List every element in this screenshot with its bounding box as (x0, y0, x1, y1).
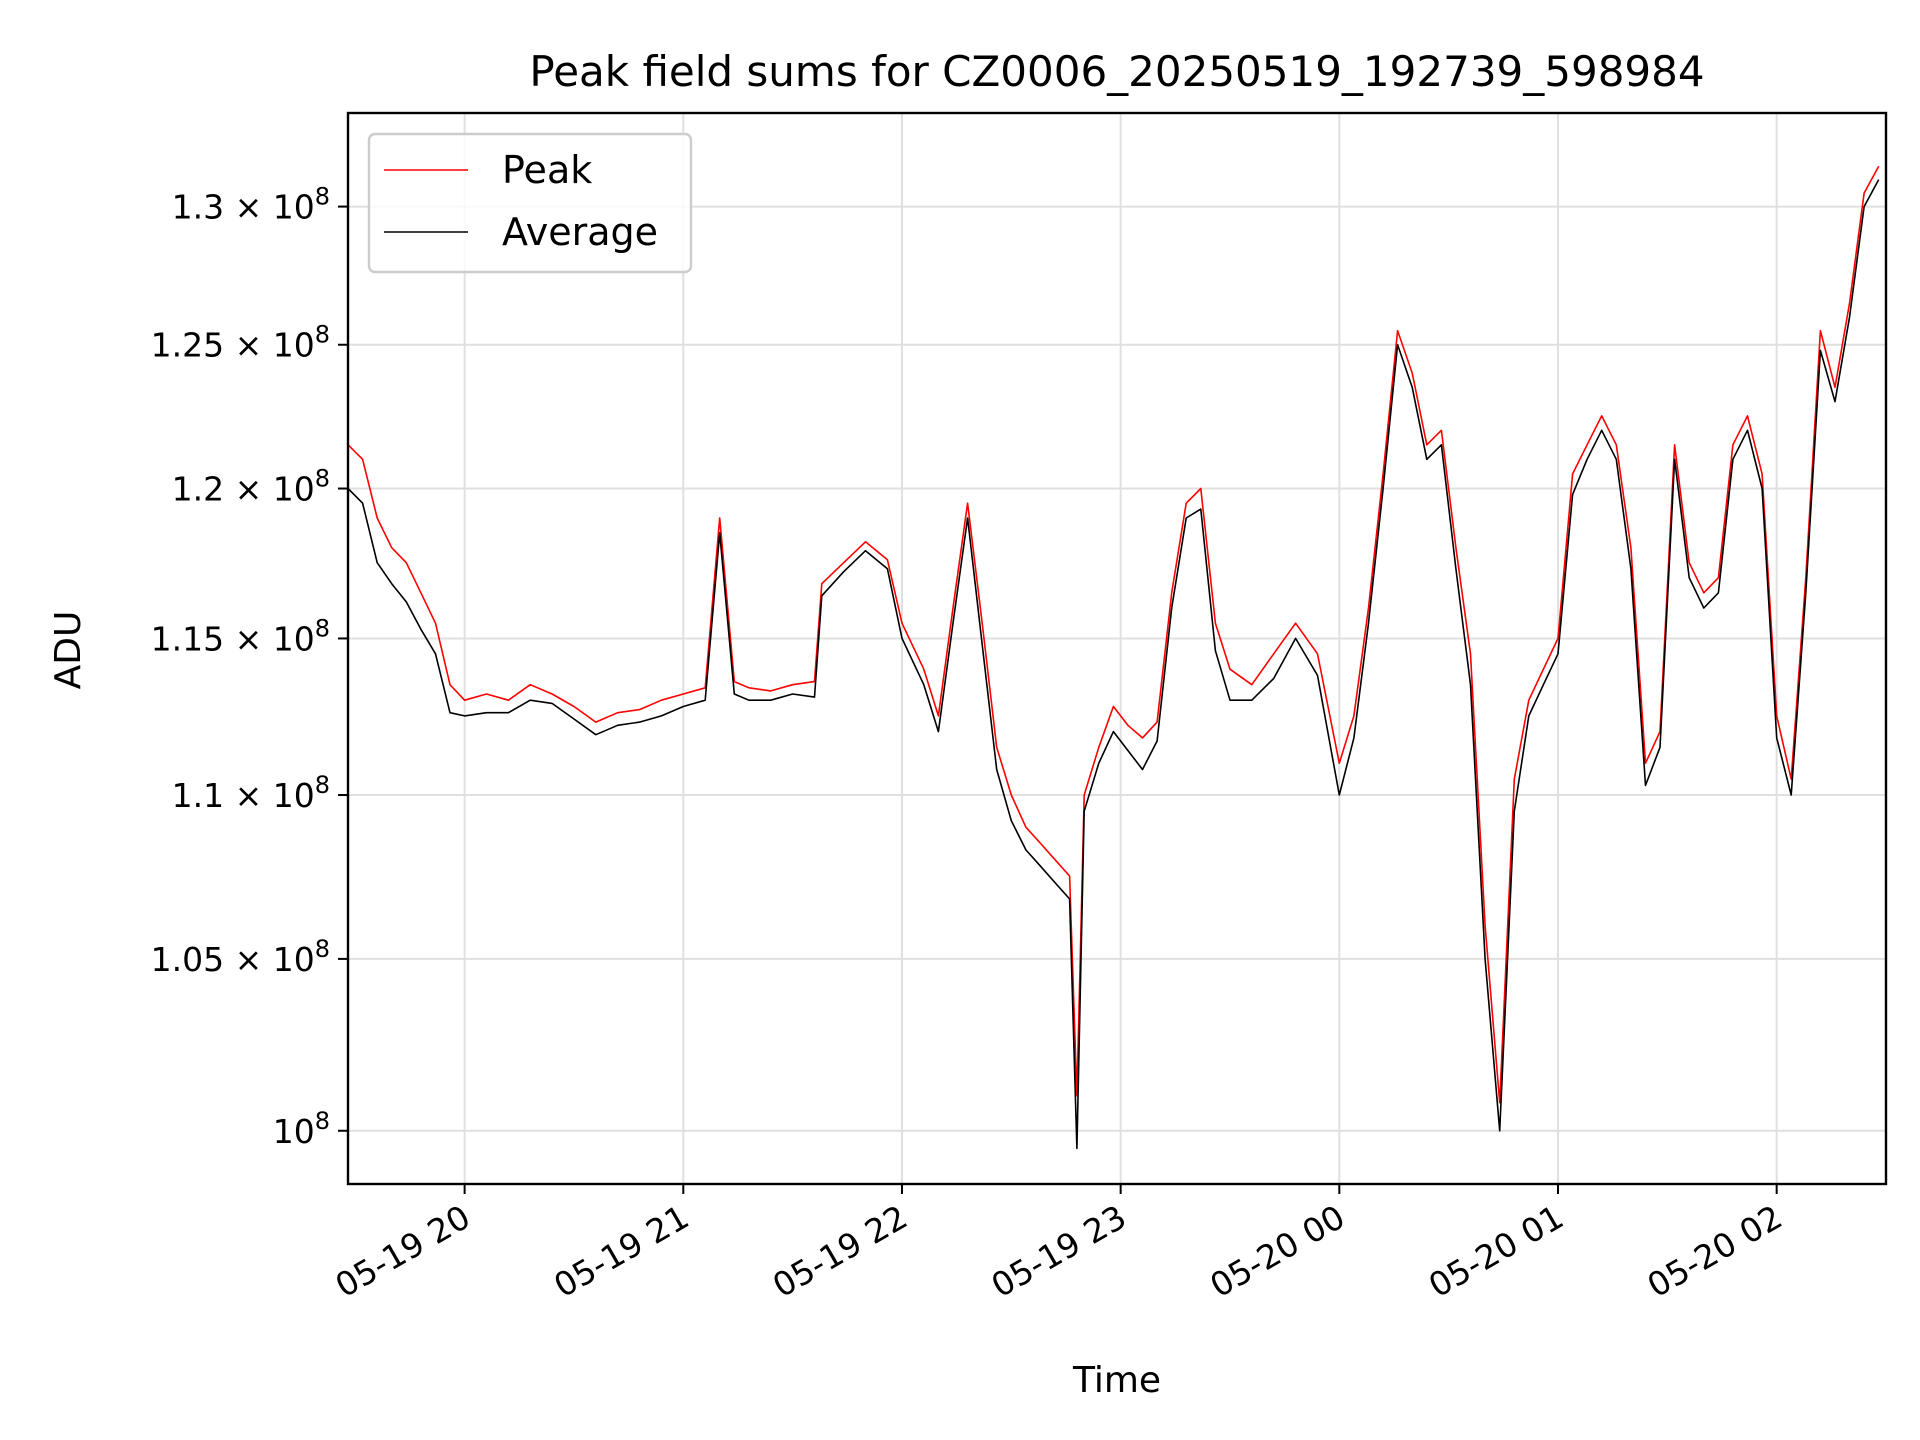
x-axis-label: Time (1072, 1360, 1161, 1401)
y-tick-mantissa: 1.2 × 10 (172, 470, 315, 509)
legend-label-average: Average (502, 210, 658, 254)
series-line-peak (348, 165, 1880, 1104)
y-tick-exponent: 8 (315, 614, 330, 642)
y-tick-exponent: 8 (315, 1107, 330, 1135)
plot-frame (346, 111, 1888, 1186)
y-tick-mantissa: 1.25 × 10 (151, 326, 315, 365)
y-tick-exponent: 8 (315, 935, 330, 963)
y-tick-mantissa: 1.05 × 10 (151, 940, 315, 979)
chart-title: Peak field sums for CZ0006_20250519_1927… (529, 47, 1704, 96)
y-tick-mantissa: 1.15 × 10 (151, 619, 315, 658)
legend: Peak Average (367, 132, 693, 274)
legend-label-peak: Peak (502, 148, 592, 192)
series-layer (348, 165, 1880, 1150)
y-tick-exponent: 8 (315, 465, 330, 493)
y-tick-label: 1.3 × 108 (172, 183, 330, 227)
y-tick-label: 1.15 × 108 (151, 614, 330, 658)
y-tick-label: 1.05 × 108 (151, 935, 330, 979)
y-tick-mantissa: 1.1 × 10 (172, 776, 315, 815)
series-line-average (348, 179, 1880, 1150)
grid (348, 113, 1886, 1184)
y-tick-mantissa: 1.3 × 10 (172, 188, 315, 227)
y-tick-exponent: 8 (315, 183, 330, 211)
y-tick-label: 1.2 × 108 (172, 465, 330, 509)
legend-box (367, 132, 693, 274)
y-tick-mantissa: 10 (273, 1112, 315, 1151)
y-tick-label: 108 (273, 1107, 330, 1151)
y-tick-exponent: 8 (315, 321, 330, 349)
y-axis-label: ADU (48, 611, 89, 690)
y-tick-label: 1.1 × 108 (172, 771, 330, 815)
y-tick-exponent: 8 (315, 771, 330, 799)
y-tick-label: 1.25 × 108 (151, 321, 330, 365)
